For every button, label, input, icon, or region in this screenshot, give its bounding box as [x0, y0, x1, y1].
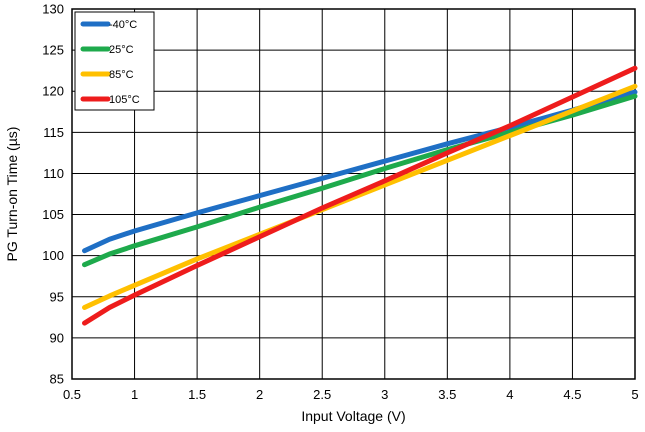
x-tick-label: 2: [256, 387, 263, 402]
x-tick-label: 3: [381, 387, 388, 402]
y-tick-label: 105: [42, 207, 64, 222]
legend: -40°C 25°C 85°C 105°C: [74, 11, 155, 111]
x-tick-label: 2.5: [313, 387, 331, 402]
x-axis-title: Input Voltage (V): [301, 408, 405, 424]
y-tick-label: 120: [42, 84, 64, 99]
series-line-105C: [82, 65, 638, 326]
x-tick-label: 4: [506, 387, 513, 402]
legend-label: 25°C: [109, 44, 134, 56]
y-tick-label: 90: [50, 330, 64, 345]
plot-area-frame: [71, 8, 636, 380]
y-axis-tick-labels: 85 90 95 100 105 110 115 120 125 130: [42, 2, 64, 387]
x-tick-label: 1.5: [188, 387, 206, 402]
x-tick-label: 1: [131, 387, 138, 402]
y-tick-label: 125: [42, 43, 64, 58]
legend-label: 105°C: [109, 94, 140, 106]
y-tick-label: 85: [50, 372, 64, 387]
legend-box: [74, 11, 155, 111]
y-tick-label: 130: [42, 2, 64, 17]
series-line-40C: [82, 89, 638, 254]
x-tick-label: 0.5: [63, 387, 81, 402]
x-tick-label: 4.5: [563, 387, 581, 402]
x-axis-tick-labels: 0.5 1 1.5 2 2.5 3 3.5 4 4.5 5: [63, 387, 639, 402]
legend-label: -40°C: [109, 19, 137, 31]
legend-label: 85°C: [109, 69, 134, 81]
y-axis-title: PG Turn-on Time (µs): [4, 127, 20, 262]
y-tick-label: 110: [43, 166, 64, 181]
y-tick-label: 100: [42, 248, 64, 263]
y-tick-label: 115: [43, 125, 64, 140]
x-tick-label: 3.5: [438, 387, 456, 402]
x-tick-label: 5: [631, 387, 638, 402]
series-layer: [82, 65, 638, 326]
y-tick-label: 95: [50, 289, 64, 304]
